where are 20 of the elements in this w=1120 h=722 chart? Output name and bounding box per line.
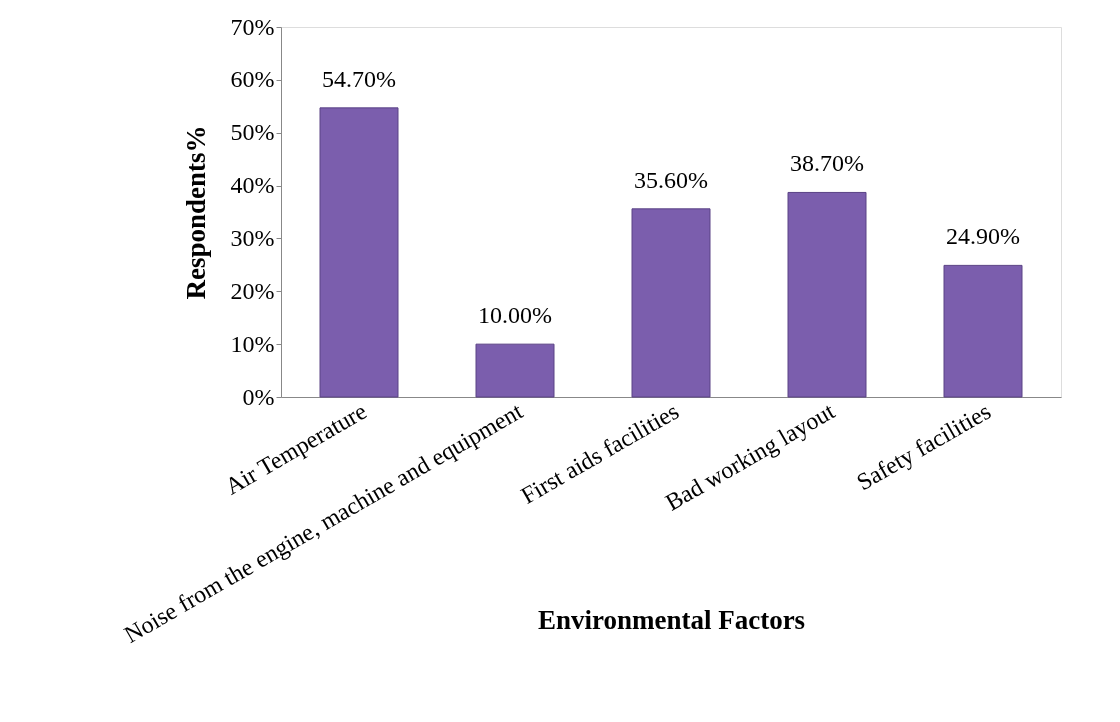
- bar: [943, 264, 1023, 398]
- y-tick-label: 20%: [230, 277, 275, 304]
- data-label: 24.90%: [946, 223, 1020, 250]
- data-label: 38.70%: [790, 150, 864, 177]
- x-axis-title: Environmental Factors: [537, 604, 806, 635]
- data-label: 54.70%: [322, 65, 396, 92]
- bar: [787, 191, 867, 398]
- y-axis-title: Respondents%: [180, 125, 211, 300]
- bar: [319, 107, 399, 398]
- y-tick-label: 30%: [230, 224, 275, 251]
- data-label: 35.60%: [634, 166, 708, 193]
- bar: [475, 343, 555, 398]
- y-tick-label: 10%: [230, 330, 275, 357]
- y-tick-label: 50%: [230, 119, 275, 146]
- y-tick-label: 0%: [242, 383, 275, 410]
- y-tick-label: 70%: [230, 13, 275, 40]
- y-tick-label: 60%: [230, 66, 275, 93]
- bar: [631, 208, 711, 398]
- y-tick-label: 40%: [230, 172, 275, 199]
- data-label: 10.00%: [478, 302, 552, 329]
